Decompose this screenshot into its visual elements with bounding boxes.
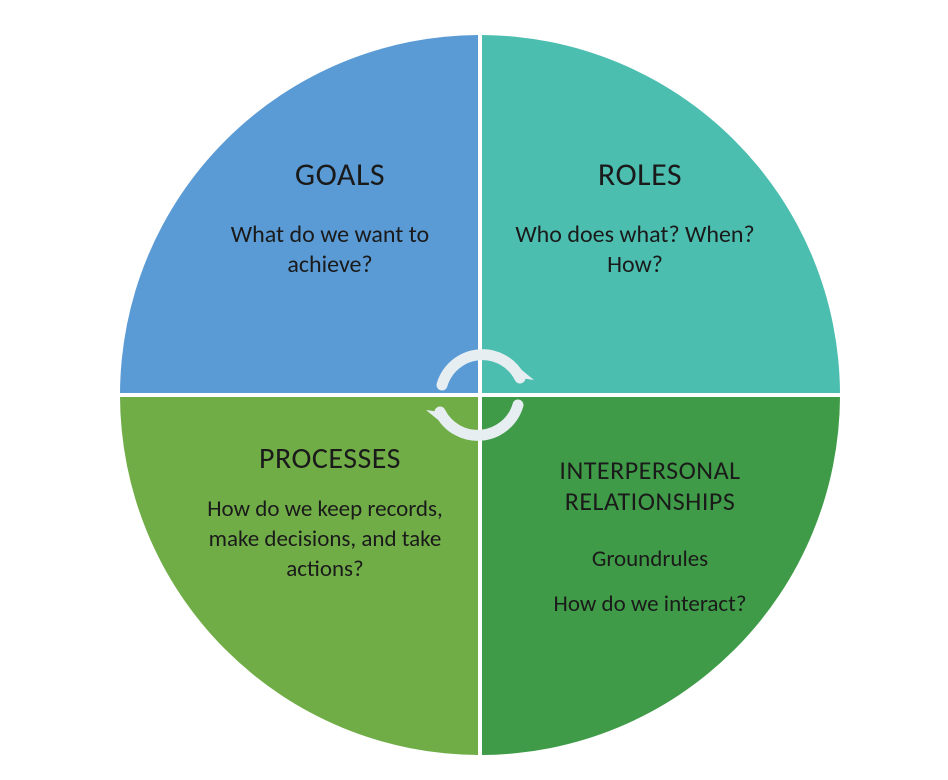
roles-title: ROLES [520,155,760,194]
interpersonal-sub-1: Groundrules [510,545,790,573]
quadrant-circle-svg [0,0,948,780]
interpersonal-sub-2: How do we interact? [510,590,790,618]
processes-title: PROCESSES [200,440,460,477]
goals-subtitle: What do we want to achieve? [200,220,460,280]
diagram-stage: GOALS What do we want to achieve? ROLES … [0,0,948,780]
goals-title: GOALS [210,155,470,194]
interpersonal-title: INTERPERSONAL RELATIONSHIPS [500,455,800,517]
roles-subtitle: Who does what? When? How? [510,220,760,280]
processes-subtitle: How do we keep records, make decisions, … [185,495,465,585]
